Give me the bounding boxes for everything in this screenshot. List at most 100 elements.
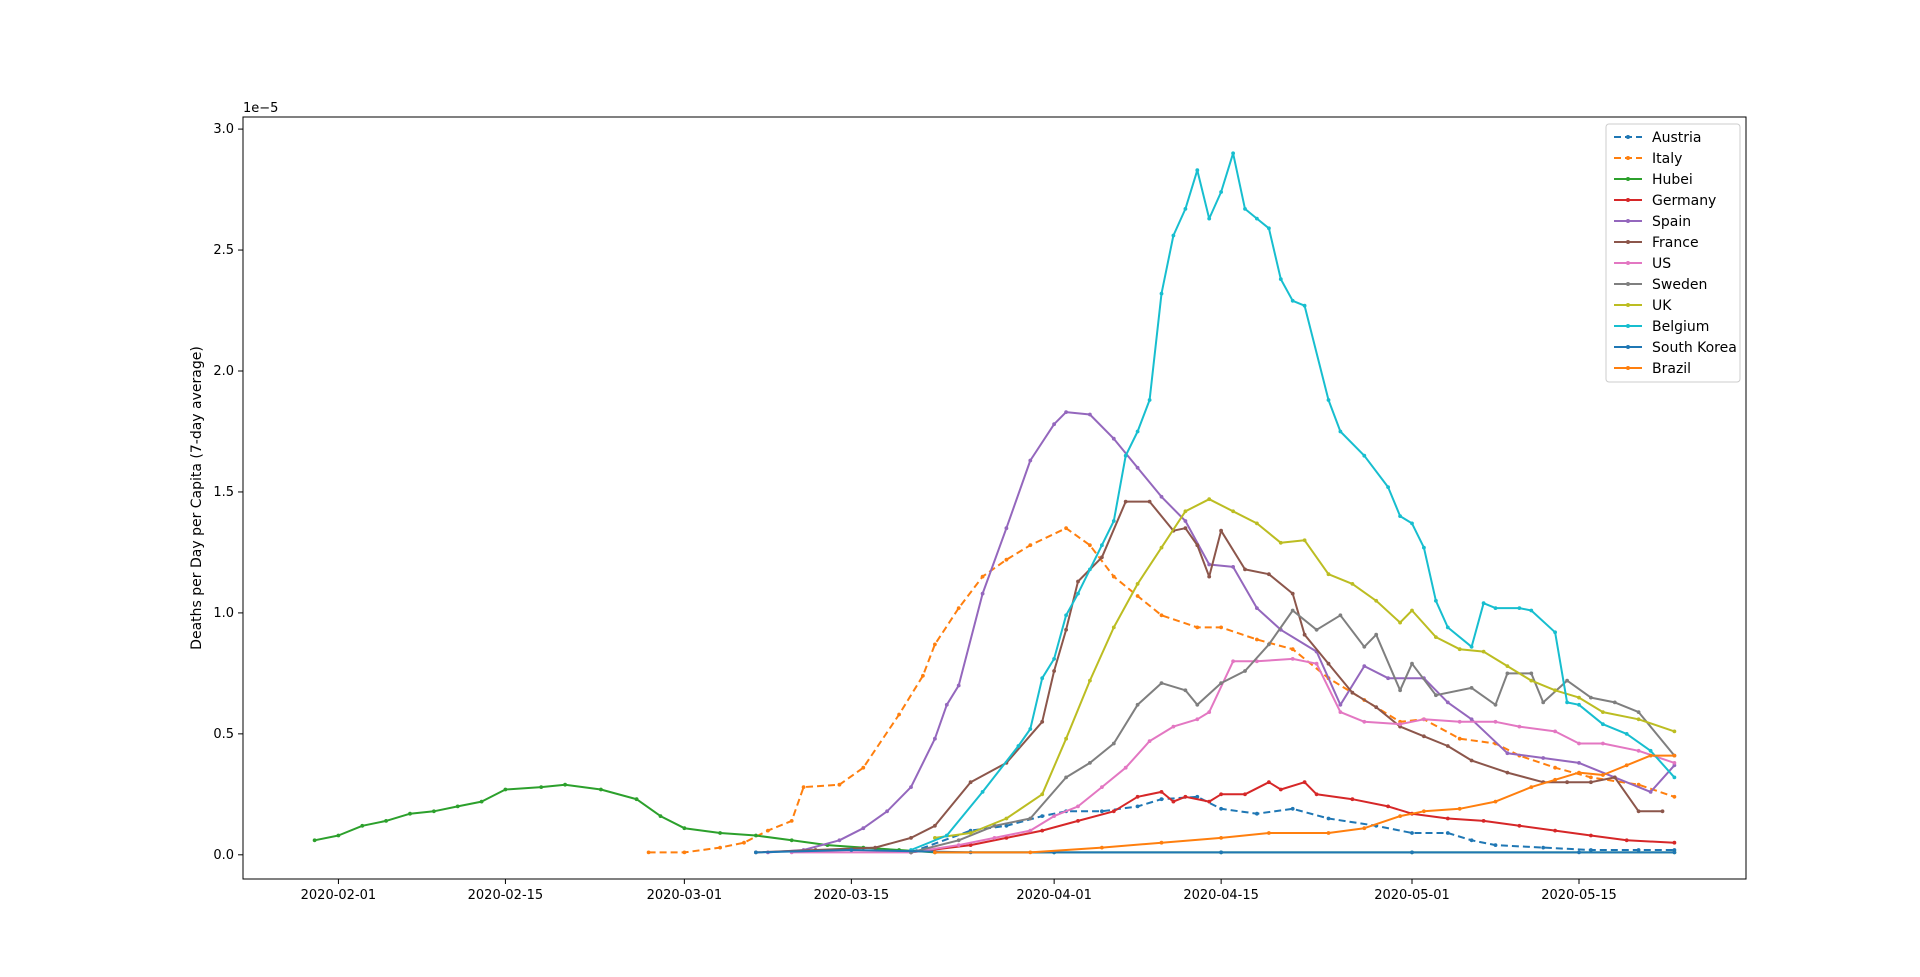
data-point — [1529, 671, 1534, 676]
data-point — [1052, 814, 1056, 818]
data-point — [432, 809, 436, 814]
data-point — [1314, 627, 1319, 632]
data-point — [1505, 671, 1510, 676]
data-point — [1302, 303, 1307, 308]
data-point — [1267, 572, 1271, 577]
data-point — [682, 826, 687, 831]
legend-label: US — [1652, 256, 1671, 272]
data-point — [1159, 797, 1164, 802]
data-point — [1088, 412, 1092, 417]
data-point — [1302, 538, 1307, 543]
legend-marker — [1626, 135, 1630, 139]
series-layer — [312, 151, 1677, 855]
data-point — [1457, 736, 1462, 741]
x-tick-label: 2020-02-01 — [301, 888, 377, 903]
data-point — [1123, 499, 1128, 504]
data-point — [1636, 717, 1641, 722]
y-tick-label: 2.5 — [213, 243, 234, 258]
data-point — [1135, 582, 1140, 586]
data-point — [1052, 422, 1056, 427]
data-point — [1636, 710, 1641, 714]
y-tick-label: 2.0 — [213, 364, 234, 379]
x-tick-label: 2020-03-01 — [647, 888, 723, 903]
data-point — [1064, 410, 1068, 414]
data-point — [1111, 741, 1116, 746]
legend-item-france: France — [1614, 235, 1699, 251]
data-point — [933, 836, 937, 840]
data-point — [897, 712, 901, 717]
data-point — [1195, 543, 1200, 548]
legend-marker — [1626, 282, 1630, 286]
legend-label: Hubei — [1652, 172, 1693, 188]
y-axis: 0.0 0.5 1.0 1.5 2.0 2.5 3.0 — [213, 122, 243, 863]
data-point — [1040, 814, 1045, 818]
data-point — [384, 819, 388, 823]
legend-label: France — [1652, 235, 1699, 251]
y-tick-label: 1.0 — [213, 606, 234, 621]
legend-item-sweden: Sweden — [1614, 277, 1707, 293]
data-point — [1338, 702, 1343, 707]
data-point — [1159, 840, 1164, 845]
data-point — [754, 850, 758, 855]
data-point — [1589, 780, 1593, 785]
data-point — [1100, 785, 1104, 789]
series-line-italy — [648, 527, 1675, 854]
data-point — [1290, 591, 1295, 596]
data-point — [968, 831, 973, 835]
data-point — [1207, 216, 1212, 221]
data-point — [1267, 226, 1271, 231]
data-point — [933, 736, 937, 741]
data-point — [1100, 845, 1104, 850]
data-point — [1386, 804, 1390, 809]
legend-marker — [1626, 198, 1630, 202]
data-point — [1219, 528, 1223, 533]
series-line-hubei — [314, 783, 1675, 854]
data-point — [956, 838, 961, 843]
data-point — [921, 673, 925, 678]
series-brazil — [933, 753, 1677, 855]
data-point — [718, 831, 722, 835]
data-point — [1672, 775, 1677, 780]
data-point — [1553, 828, 1557, 833]
data-point — [1338, 429, 1343, 434]
series-line-us — [791, 657, 1675, 854]
data-point — [1016, 744, 1021, 748]
data-point — [479, 799, 484, 804]
data-point — [1159, 681, 1164, 685]
data-point — [1278, 540, 1283, 545]
data-point — [1445, 700, 1450, 705]
plot-frame — [242, 116, 1747, 880]
legend-marker — [1626, 261, 1630, 265]
data-point — [1493, 843, 1498, 847]
data-point — [1529, 678, 1534, 683]
data-point — [1028, 816, 1033, 821]
y-tick-label: 0.0 — [213, 848, 234, 863]
data-point — [1004, 836, 1009, 840]
data-point — [1541, 756, 1546, 760]
data-point — [1183, 519, 1188, 523]
data-point — [1469, 717, 1474, 722]
data-point — [1434, 693, 1438, 698]
data-point — [1374, 598, 1379, 603]
data-point — [1159, 545, 1164, 550]
data-point — [873, 845, 878, 850]
data-point — [1422, 545, 1426, 550]
data-point — [1076, 804, 1080, 809]
data-point — [980, 591, 985, 596]
legend-label: Austria — [1652, 130, 1701, 146]
data-point — [1386, 485, 1390, 489]
x-tick-label: 2020-03-15 — [814, 888, 890, 903]
data-point — [1183, 207, 1188, 211]
data-point — [1326, 572, 1331, 577]
data-point — [1386, 676, 1390, 681]
data-point — [1231, 565, 1235, 569]
legend-marker — [1626, 156, 1630, 160]
data-point — [1028, 543, 1033, 548]
data-point — [1589, 695, 1593, 700]
data-point — [455, 804, 460, 809]
data-point — [1111, 574, 1116, 579]
data-point — [956, 843, 961, 847]
data-point — [1493, 606, 1498, 610]
data-point — [1445, 625, 1450, 630]
series-line-south-korea — [755, 849, 1675, 854]
